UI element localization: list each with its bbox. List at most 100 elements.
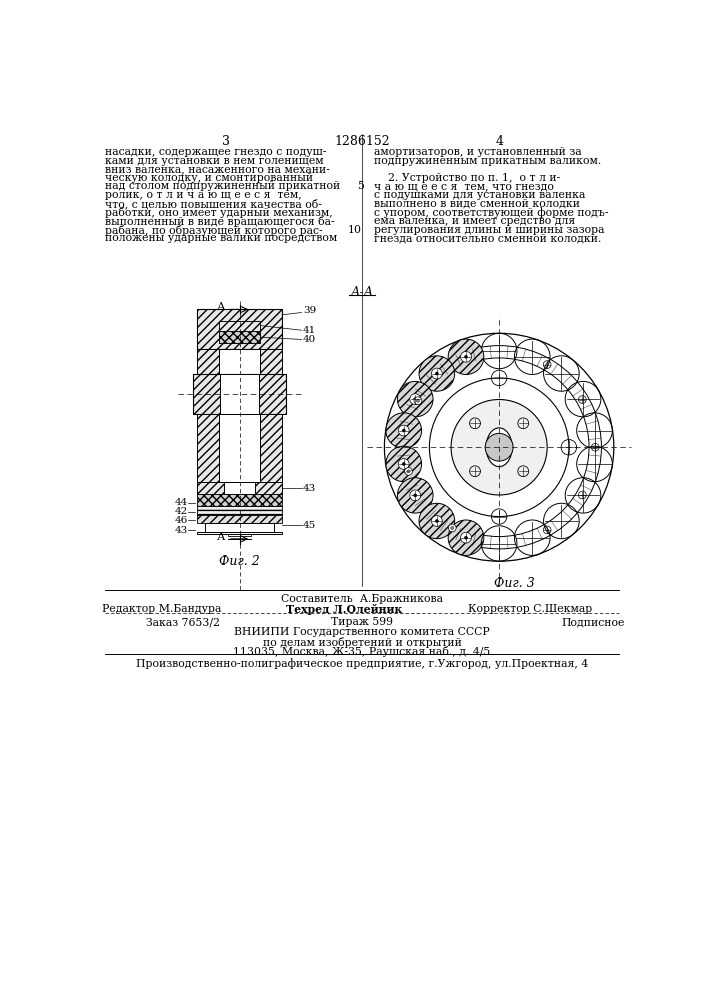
Bar	[218, 414, 260, 482]
Circle shape	[402, 462, 405, 466]
Text: выполнено в виде сменной колодки: выполнено в виде сменной колодки	[373, 199, 580, 209]
Circle shape	[386, 446, 421, 482]
Bar	[204, 523, 274, 532]
Circle shape	[410, 394, 421, 405]
Circle shape	[410, 490, 421, 501]
Circle shape	[404, 468, 412, 475]
Text: Редактор М.Бандура: Редактор М.Бандура	[103, 604, 222, 614]
Text: ческую колодку, и смонтированный: ческую колодку, и смонтированный	[105, 173, 313, 183]
Text: 40: 40	[303, 335, 316, 344]
Text: Производственно-полиграфическое предприятие, г.Ужгород, ул.Проектная, 4: Производственно-полиграфическое предприя…	[136, 658, 588, 669]
Text: над столом подпружиненный прикатной: над столом подпружиненный прикатной	[105, 181, 341, 191]
Bar	[197, 515, 282, 523]
Circle shape	[460, 532, 472, 543]
Bar	[260, 414, 282, 482]
Circle shape	[431, 516, 443, 526]
Text: Составитель  А.Бражникова: Составитель А.Бражникова	[281, 594, 443, 604]
Bar	[197, 494, 282, 506]
Bar	[193, 374, 286, 414]
Text: работки, оно имеет ударный механизм,: работки, оно имеет ударный механизм,	[105, 207, 333, 218]
Text: 45: 45	[303, 521, 316, 530]
Bar	[197, 532, 282, 534]
Text: 42: 42	[175, 507, 189, 516]
Bar	[197, 414, 218, 482]
Circle shape	[450, 526, 454, 529]
Text: гнезда относительно сменной колодки.: гнезда относительно сменной колодки.	[373, 233, 601, 243]
Text: Техред Л.Олейник: Техред Л.Олейник	[286, 604, 402, 615]
Text: 41: 41	[303, 326, 316, 335]
Circle shape	[419, 356, 455, 391]
Circle shape	[448, 339, 484, 375]
Text: что, с целью повышения качества об-: что, с целью повышения качества об-	[105, 199, 322, 209]
Circle shape	[386, 413, 421, 448]
Text: ч а ю щ е е с я  тем, что гнездо: ч а ю щ е е с я тем, что гнездо	[373, 181, 554, 191]
Circle shape	[397, 478, 433, 513]
Text: Фиг. 2: Фиг. 2	[219, 555, 260, 568]
Text: 44: 44	[175, 498, 189, 507]
Text: 113035, Москва, Ж-35, Раушская наб., д. 4/5: 113035, Москва, Ж-35, Раушская наб., д. …	[233, 646, 491, 657]
Circle shape	[398, 459, 409, 469]
Text: Фиг. 3: Фиг. 3	[494, 577, 535, 590]
Text: насадки, содержащее гнездо с подуш-: насадки, содержащее гнездо с подуш-	[105, 147, 327, 157]
Text: рабана, по образующей которого рас-: рабана, по образующей которого рас-	[105, 225, 323, 236]
Circle shape	[436, 519, 438, 523]
Circle shape	[460, 351, 472, 362]
Text: подпружиненным прикатным валиком.: подпружиненным прикатным валиком.	[373, 156, 601, 166]
Text: А: А	[217, 532, 226, 542]
Text: 43: 43	[175, 526, 189, 535]
Circle shape	[397, 381, 433, 417]
Text: ема валенка, и имеет средство для: ема валенка, и имеет средство для	[373, 216, 575, 226]
Bar	[260, 349, 282, 374]
Text: с упором, соответствующей форме подъ-: с упором, соответствующей форме подъ-	[373, 207, 608, 218]
Bar	[218, 321, 260, 331]
Circle shape	[436, 372, 438, 375]
Bar	[197, 309, 282, 349]
Text: 5: 5	[356, 181, 363, 191]
Bar	[197, 349, 218, 374]
Text: 3: 3	[221, 135, 230, 148]
Text: выполненный в виде вращающегося ба-: выполненный в виде вращающегося ба-	[105, 216, 335, 227]
Text: с подушками для установки валенка: с подушками для установки валенка	[373, 190, 585, 200]
Circle shape	[398, 425, 409, 436]
Text: ролик, о т л и ч а ю щ е е с я  тем,: ролик, о т л и ч а ю щ е е с я тем,	[105, 190, 302, 200]
Circle shape	[464, 536, 467, 539]
Text: 2. Устройство по п. 1,  о т л и-: 2. Устройство по п. 1, о т л и-	[373, 173, 560, 183]
Circle shape	[414, 398, 417, 401]
Text: А: А	[217, 302, 226, 312]
Text: 4: 4	[495, 135, 503, 148]
Circle shape	[414, 397, 422, 405]
Circle shape	[464, 355, 467, 358]
Circle shape	[431, 368, 443, 379]
Circle shape	[485, 433, 513, 461]
Text: 39: 39	[303, 306, 316, 315]
Bar	[218, 331, 260, 343]
Circle shape	[451, 400, 547, 495]
Bar	[218, 349, 260, 374]
Bar	[224, 482, 255, 494]
Circle shape	[402, 429, 405, 432]
Text: регулирования длины и ширины зазора: регулирования длины и ширины зазора	[373, 225, 604, 235]
Bar	[197, 482, 282, 494]
Circle shape	[448, 520, 484, 555]
Text: Подписное: Подписное	[561, 617, 624, 627]
Text: 43: 43	[303, 484, 316, 493]
Text: амортизаторов, и установленный за: амортизаторов, и установленный за	[373, 147, 581, 157]
Text: по делам изобретений и открытий: по делам изобретений и открытий	[262, 637, 462, 648]
Text: 1286152: 1286152	[334, 135, 390, 148]
Text: положены ударные валики посредством: положены ударные валики посредством	[105, 233, 338, 243]
Circle shape	[416, 399, 419, 402]
Circle shape	[448, 524, 456, 532]
Text: А-А: А-А	[351, 286, 373, 299]
Text: Заказ 7653/2: Заказ 7653/2	[146, 617, 221, 627]
Circle shape	[414, 494, 417, 497]
Text: Тираж 599: Тираж 599	[331, 617, 393, 627]
Bar	[228, 532, 251, 536]
Bar	[197, 506, 282, 515]
Circle shape	[419, 503, 455, 539]
Text: 10: 10	[348, 225, 362, 235]
Ellipse shape	[486, 428, 512, 467]
Bar	[218, 321, 260, 343]
Text: ками для установки в нем голенищем: ками для установки в нем голенищем	[105, 156, 324, 166]
Text: Корректор С.Шекмар: Корректор С.Шекмар	[468, 604, 592, 614]
Bar	[220, 374, 259, 414]
